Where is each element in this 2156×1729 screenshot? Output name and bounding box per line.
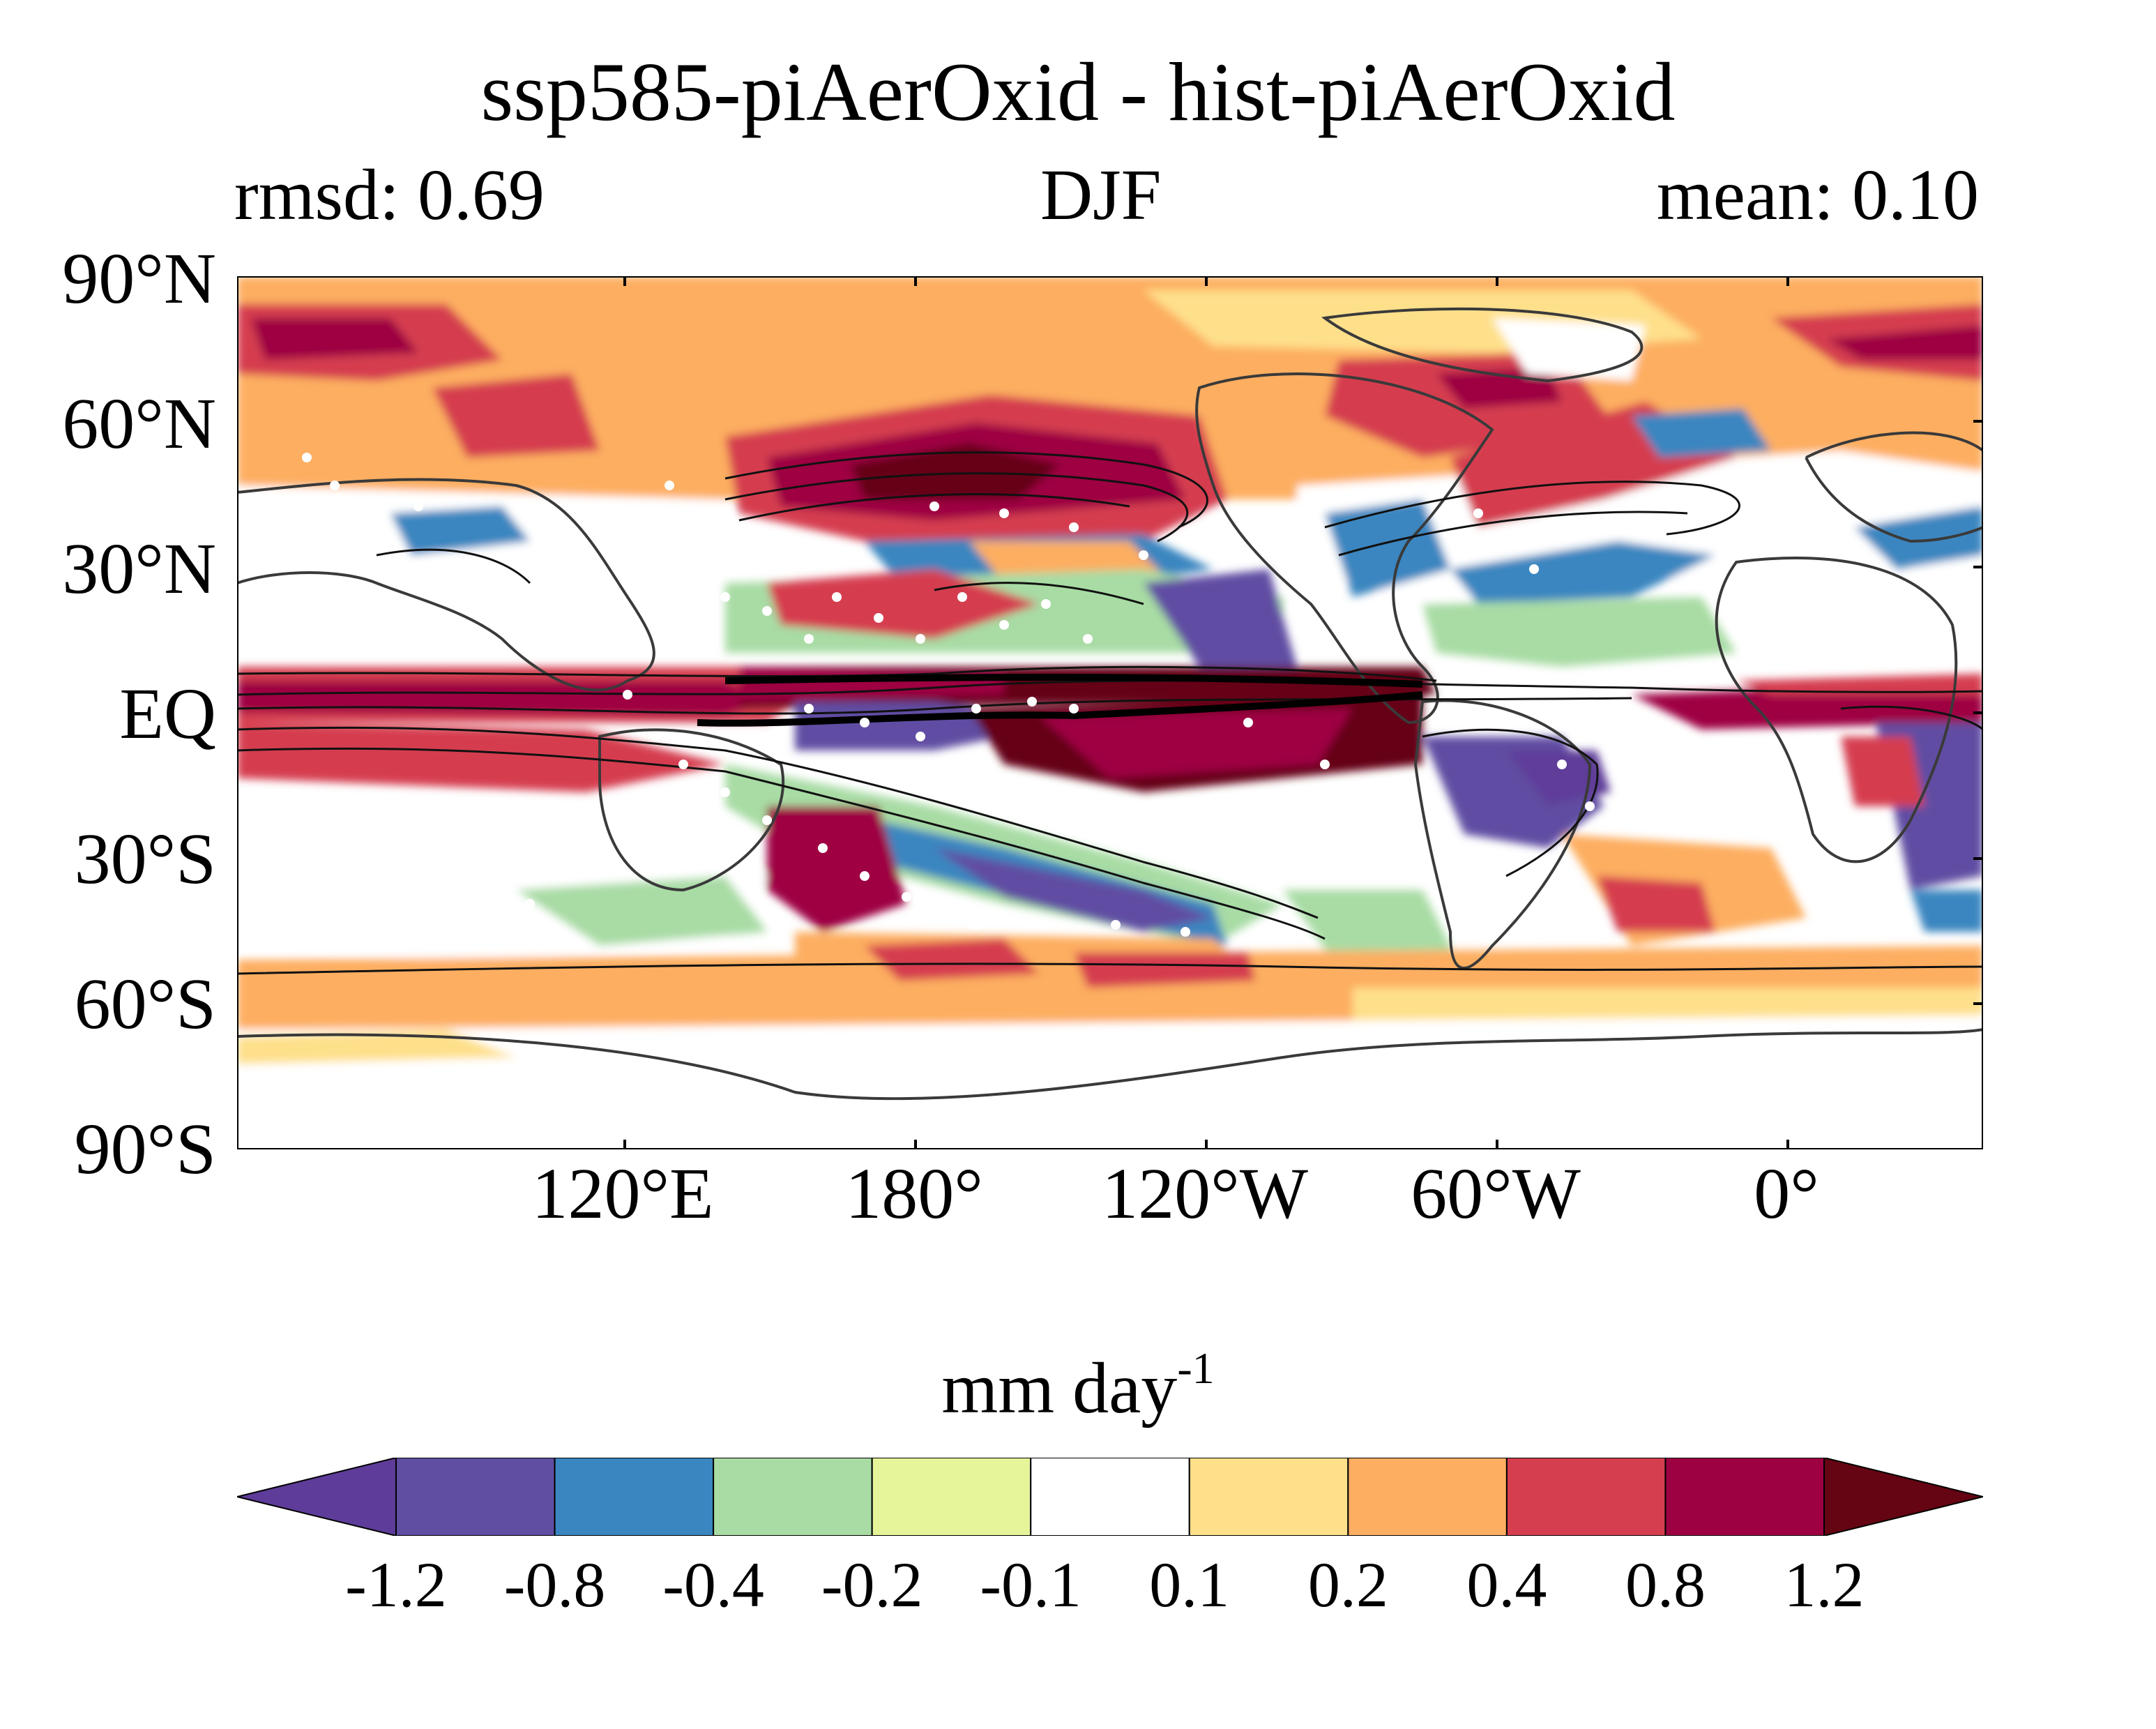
colorbar-tick-label: 0.1 [1149,1549,1230,1620]
colorbar-tick-label: -1.2 [345,1549,447,1620]
precipitation-change-map [237,276,1983,1149]
colorbar [237,1458,1983,1536]
colorbar-box [871,1458,1032,1536]
colorbar-box [554,1458,715,1536]
colorbar-tick-label: 0.8 [1625,1549,1706,1620]
colorbar-tick-label: 0.2 [1307,1549,1388,1620]
mean-label: mean: 0.10 [1656,155,1979,235]
lat-tick-label-eq: EQ [119,674,216,754]
colorbar-box [1664,1458,1825,1536]
lat-tick-label-90s: 90°S [74,1109,216,1189]
colorbar-box [1030,1458,1190,1536]
lon-tick-label-120w: 120°W [1102,1154,1308,1234]
shaded-anomaly-field [237,276,1983,1149]
lat-tick-label-60s: 60°S [74,964,216,1044]
colorbar-box [713,1458,873,1536]
lon-tick-label-60w: 60°W [1411,1154,1581,1234]
significance-stippling [302,453,1706,937]
colorbar-box [1505,1458,1667,1536]
unit-exponent: -1 [1177,1343,1215,1393]
unit-base: mm day [941,1348,1178,1428]
lat-tick-label-30s: 30°S [74,819,216,899]
colorbar-box [1347,1458,1508,1536]
colorbar-box [395,1458,556,1536]
lat-tick-label-90n: 90°N [62,239,216,319]
itcz-bold-contour [697,674,1423,727]
colorbar-extend-high [1823,1458,1983,1536]
colorbar-tick-label: -0.8 [503,1549,606,1620]
colorbar-tick-label: -0.1 [980,1549,1082,1620]
lat-tick-label-60n: 60°N [62,384,216,464]
lat-tick-label-30n: 30°N [62,529,216,609]
colorbar-unit-label: mm day-1 [0,1346,2156,1425]
colorbar-tick-label: 1.2 [1784,1549,1865,1620]
axis-ticks [623,276,1983,1149]
lon-tick-label-180: 180° [845,1154,983,1234]
figure-title: ssp585-piAerOxid - hist-piAerOxid [480,45,1676,138]
colorbar-tick-label: -0.4 [662,1549,764,1620]
season-label: DJF [1040,155,1162,235]
colorbar-extend-low [237,1458,397,1536]
lon-tick-label-0: 0° [1754,1154,1819,1234]
rmsd-label: rmsd: 0.69 [234,155,545,235]
colorbar-box [1188,1458,1349,1536]
colorbar-tick-label: -0.2 [821,1549,923,1620]
colorbar-tick-label: 0.4 [1466,1549,1547,1620]
lon-tick-label-120e: 120°E [531,1154,714,1234]
